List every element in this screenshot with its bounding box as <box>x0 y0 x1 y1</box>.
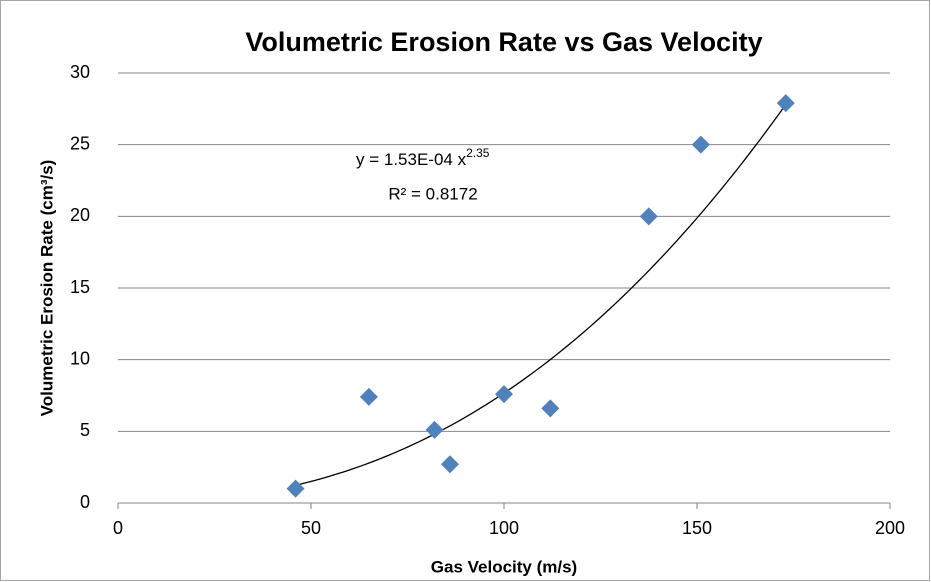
y-tick-label: 10 <box>70 348 90 368</box>
y-tick-label: 20 <box>70 205 90 225</box>
chart-title: Volumetric Erosion Rate vs Gas Velocity <box>245 27 762 57</box>
x-tick-label: 50 <box>301 518 321 538</box>
x-tick-label: 200 <box>875 518 905 538</box>
y-tick-label: 25 <box>70 133 90 153</box>
data-point <box>359 387 378 406</box>
y-tick-label: 5 <box>80 420 90 440</box>
x-tick-label: 100 <box>489 518 519 538</box>
data-point <box>541 399 560 418</box>
y-axis-label: Volumetric Erosion Rate (cm³/s) <box>37 160 56 417</box>
equation-base: y = 1.53E-04 x <box>356 150 467 169</box>
data-point <box>440 455 459 474</box>
data-point <box>691 135 710 154</box>
data-point <box>639 207 658 226</box>
r-squared: R² = 0.8172 <box>388 184 477 203</box>
data-point <box>495 385 513 404</box>
x-tick-label: 150 <box>682 518 712 538</box>
y-tick-label: 0 <box>80 492 90 512</box>
data-point <box>776 94 795 113</box>
y-tick-label: 15 <box>70 277 90 297</box>
trendline <box>295 104 787 486</box>
data-point <box>286 479 305 498</box>
x-axis-label: Gas Velocity (m/s) <box>431 557 577 576</box>
x-tick-label: 0 <box>113 518 123 538</box>
equation-exponent: 2.35 <box>466 146 490 160</box>
trendline-equation: y = 1.53E-04 x2.35 <box>356 146 490 169</box>
y-tick-label: 30 <box>70 62 90 82</box>
data-point <box>425 420 444 439</box>
